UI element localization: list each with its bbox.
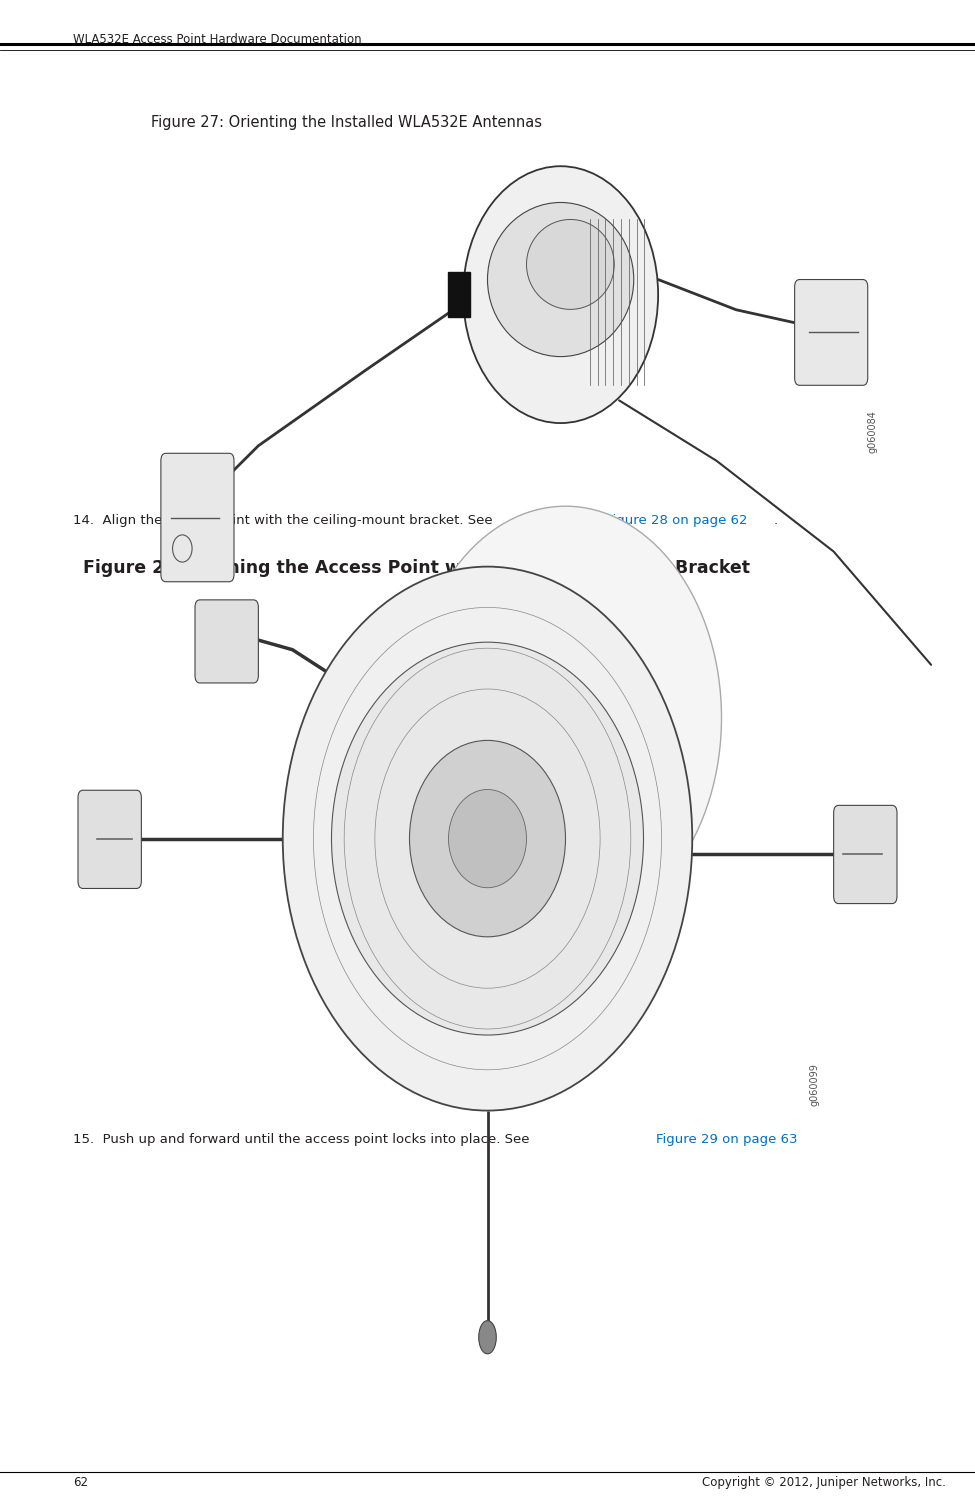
FancyBboxPatch shape <box>834 805 897 904</box>
Ellipse shape <box>410 740 566 937</box>
Ellipse shape <box>410 506 722 929</box>
Text: WLA532E Access Point Hardware Documentation: WLA532E Access Point Hardware Documentat… <box>73 33 362 47</box>
FancyBboxPatch shape <box>161 453 234 582</box>
Ellipse shape <box>488 202 634 357</box>
Ellipse shape <box>526 219 614 310</box>
Text: Figure 28 on page 62: Figure 28 on page 62 <box>606 514 748 527</box>
FancyBboxPatch shape <box>448 272 470 317</box>
Ellipse shape <box>463 166 658 423</box>
Text: 15.  Push up and forward until the access point locks into place. See: 15. Push up and forward until the access… <box>73 1133 534 1147</box>
FancyBboxPatch shape <box>78 128 916 461</box>
Text: Figure 27: Orienting the Installed WLA532E Antennas: Figure 27: Orienting the Installed WLA53… <box>151 115 542 130</box>
Text: Figure 29 on page 63: Figure 29 on page 63 <box>656 1133 798 1147</box>
FancyBboxPatch shape <box>78 574 916 1111</box>
Text: g060099: g060099 <box>809 1064 819 1106</box>
Text: g060084: g060084 <box>868 411 878 453</box>
Ellipse shape <box>479 1321 496 1354</box>
Text: 62: 62 <box>73 1476 88 1490</box>
Text: Figure 28: Aligning the Access Point with the Ceiling-Mount Bracket: Figure 28: Aligning the Access Point wit… <box>83 559 750 577</box>
Ellipse shape <box>448 789 526 887</box>
Ellipse shape <box>283 567 692 1111</box>
Text: Copyright © 2012, Juniper Networks, Inc.: Copyright © 2012, Juniper Networks, Inc. <box>702 1476 946 1490</box>
FancyBboxPatch shape <box>78 790 141 888</box>
Text: .: . <box>773 514 777 527</box>
Text: 14.  Align the access point with the ceiling-mount bracket. See: 14. Align the access point with the ceil… <box>73 514 497 527</box>
FancyBboxPatch shape <box>795 280 868 385</box>
Ellipse shape <box>332 642 644 1035</box>
FancyBboxPatch shape <box>195 600 258 683</box>
